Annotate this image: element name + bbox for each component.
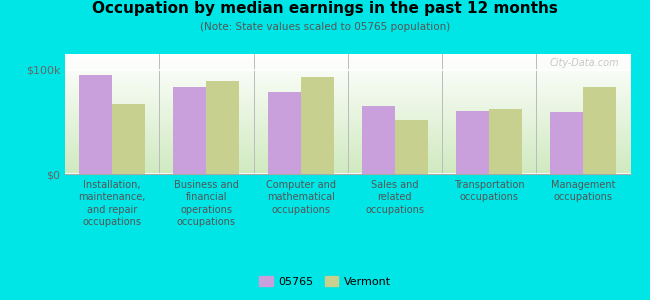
Bar [551, 112, 584, 174]
Text: Sales and
related
occupations: Sales and related occupations [365, 180, 424, 215]
Text: Transportation
occupations: Transportation occupations [454, 180, 525, 203]
Bar [395, 120, 428, 174]
Text: (Note: State values scaled to 05765 population): (Note: State values scaled to 05765 popu… [200, 22, 450, 32]
Text: City-Data.com: City-Data.com [549, 58, 619, 68]
Text: Management
occupations: Management occupations [551, 180, 616, 203]
Text: Installation,
maintenance,
and repair
occupations: Installation, maintenance, and repair oc… [79, 180, 146, 227]
Bar [489, 109, 522, 174]
Bar [362, 106, 395, 174]
Text: Business and
financial
operations
occupations: Business and financial operations occupa… [174, 180, 239, 227]
Bar [456, 111, 489, 174]
Legend: 05765, Vermont: 05765, Vermont [255, 272, 395, 291]
Text: Occupation by median earnings in the past 12 months: Occupation by median earnings in the pas… [92, 2, 558, 16]
Bar [584, 87, 616, 174]
Bar [174, 87, 207, 174]
Bar [207, 81, 239, 174]
Bar [112, 104, 145, 174]
Bar [79, 75, 112, 174]
Bar [268, 92, 300, 174]
Text: Computer and
mathematical
occupations: Computer and mathematical occupations [266, 180, 335, 215]
Bar [300, 77, 333, 174]
